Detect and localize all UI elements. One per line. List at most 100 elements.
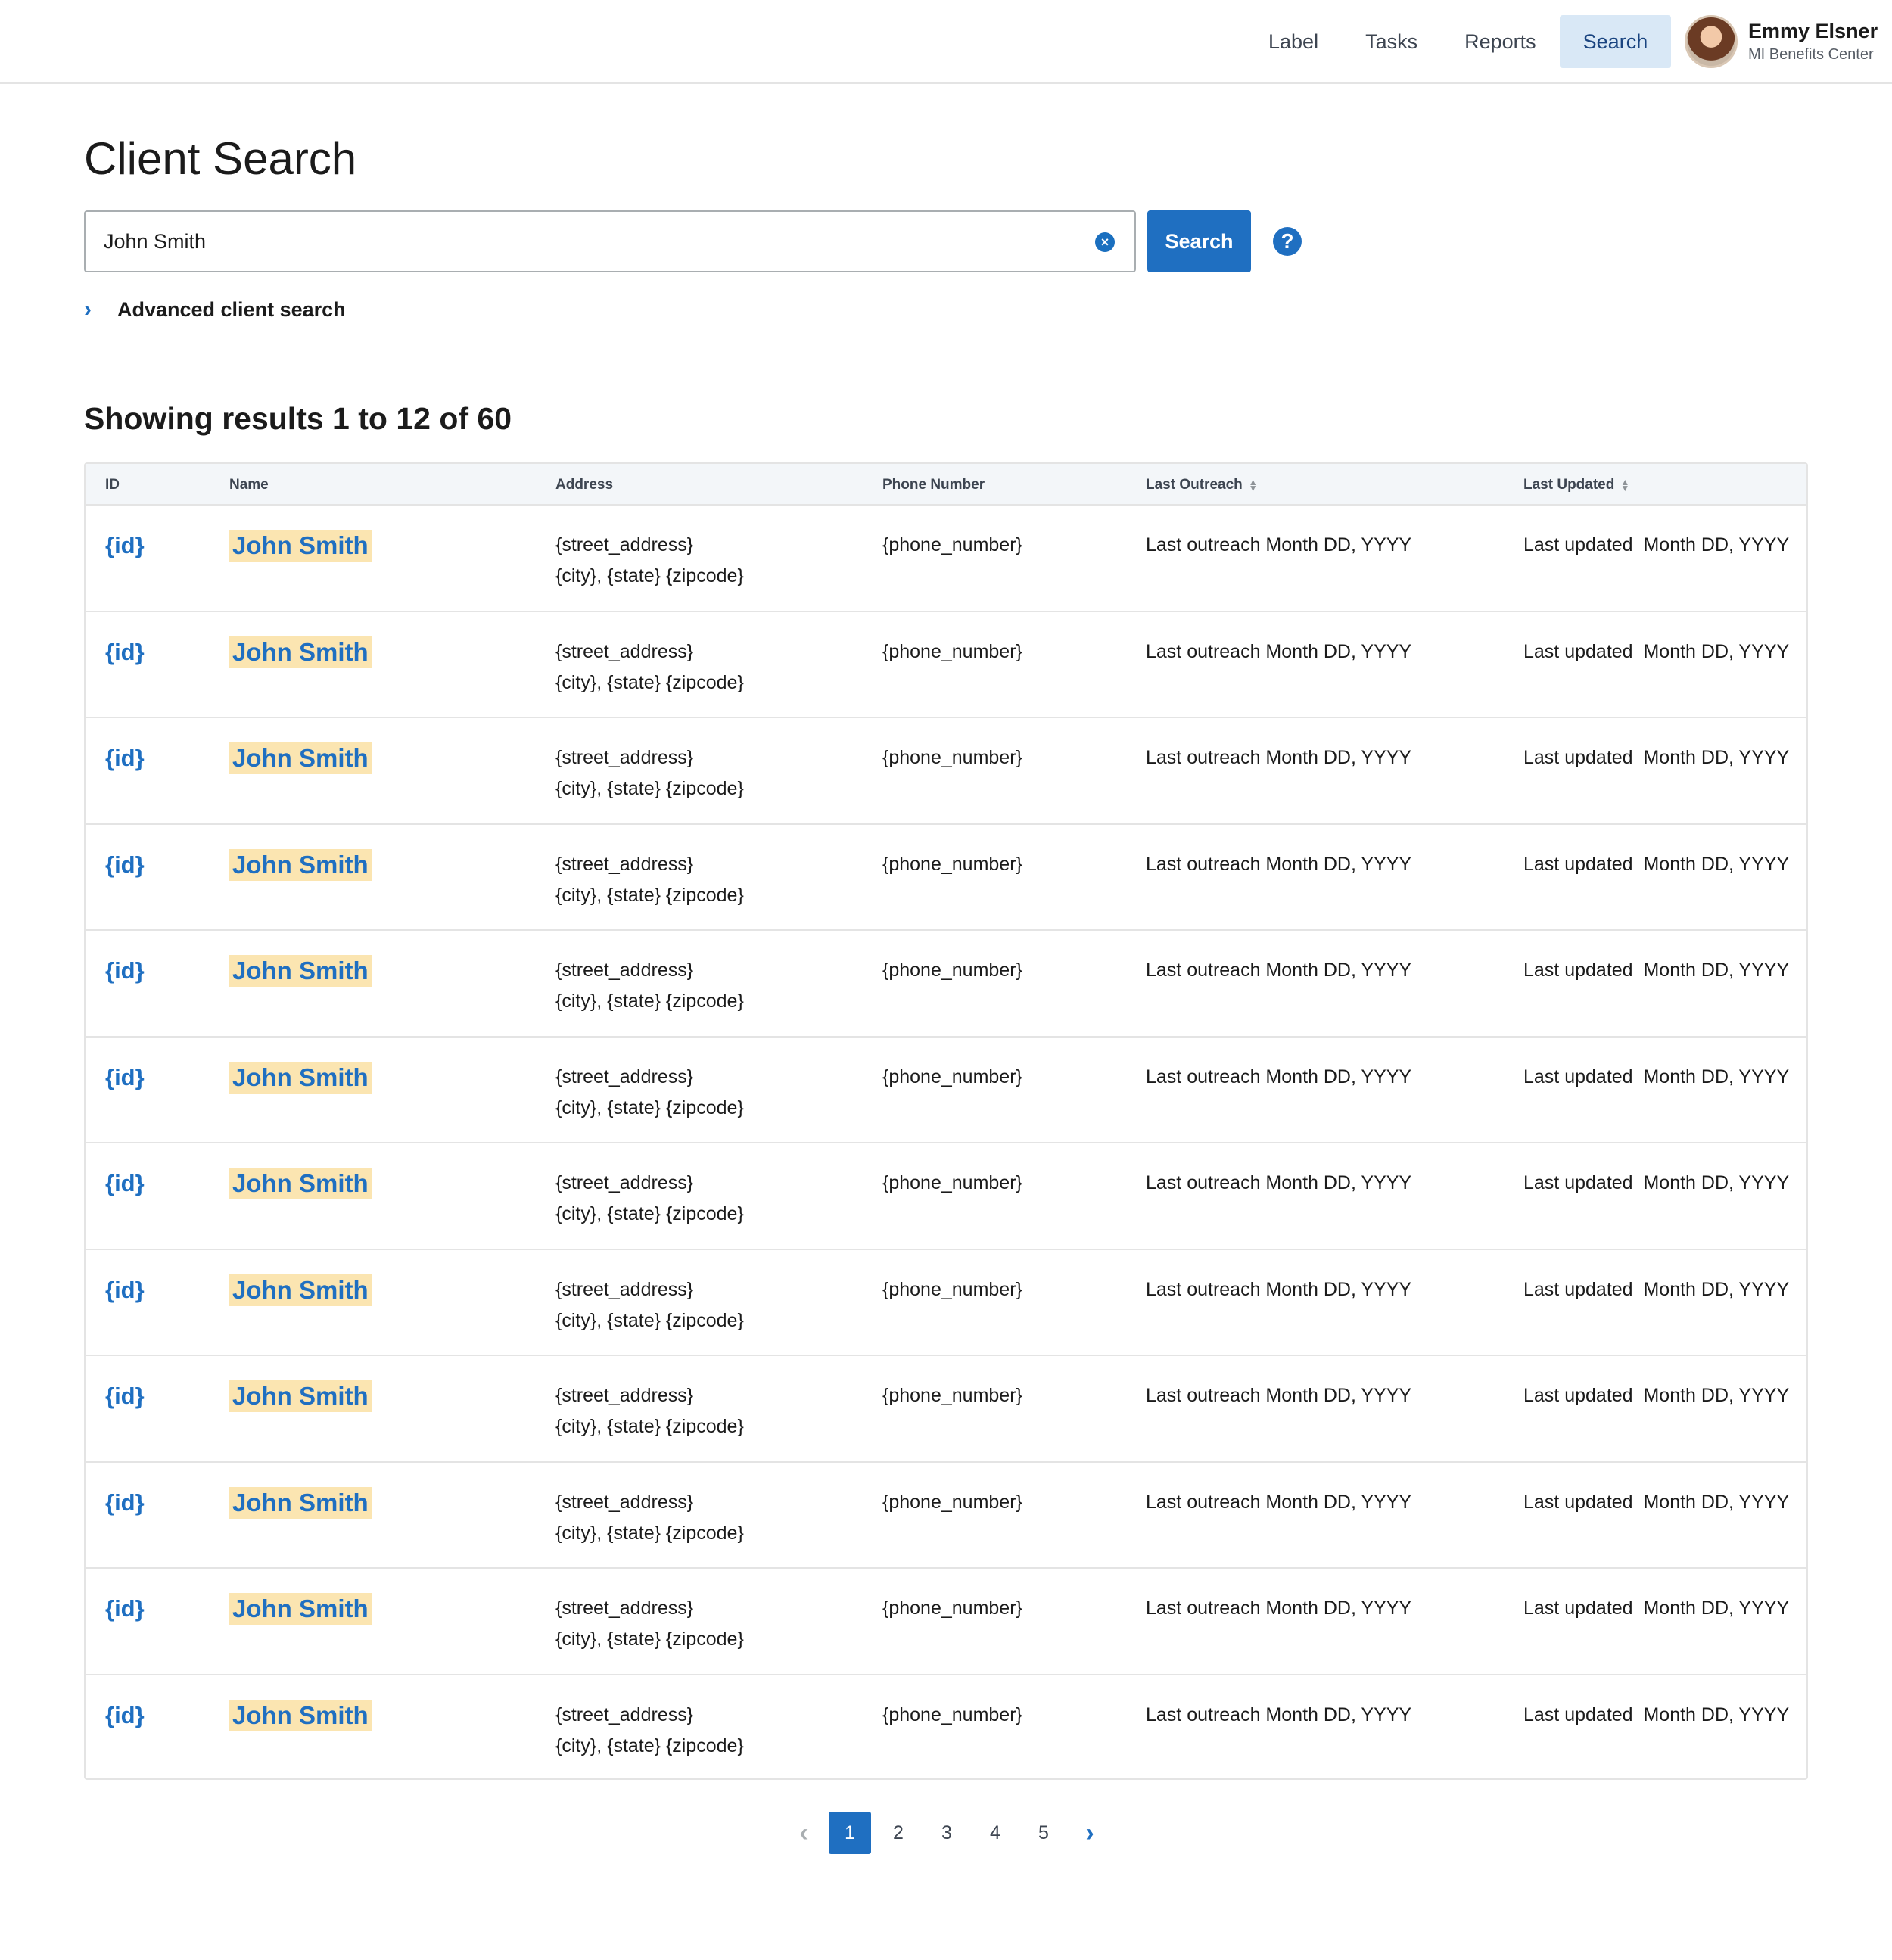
column-header-label: ID (105, 477, 120, 493)
page-button-2[interactable]: 2 (893, 1822, 904, 1843)
street-address: {street_address} (555, 1491, 694, 1513)
last-outreach: Last outreach Month DD, YYYY (1146, 1172, 1412, 1193)
client-id-link[interactable]: {id} (105, 851, 145, 878)
city-state-zip: {city}, {state} {zipcode} (555, 565, 744, 586)
client-name-link[interactable]: John Smith (229, 636, 372, 668)
table-body: {id} John Smith {street_address} {city}, {s… (86, 506, 1806, 1779)
column-header-label: Phone Number (882, 477, 985, 493)
client-id-link[interactable]: {id} (105, 1383, 145, 1409)
street-address: {street_address} (555, 960, 694, 981)
sort-icon[interactable]: ▲ ▼ (1248, 476, 1258, 493)
column-header-last-outreach[interactable]: Last Outreach ▲ ▼ (1146, 464, 1258, 506)
client-name-link[interactable]: John Smith (229, 1274, 372, 1306)
table-row: {id} John Smith {street_address} {city}, {s… (86, 1038, 1806, 1143)
city-state-zip: {city}, {state} {zipcode} (555, 1416, 744, 1437)
street-address: {street_address} (555, 1703, 694, 1725)
city-state-zip: {city}, {state} {zipcode} (555, 1309, 744, 1331)
page-button-1[interactable]: 1 (829, 1812, 871, 1854)
city-state-zip: {city}, {state} {zipcode} (555, 1734, 744, 1756)
last-outreach: Last outreach Month DD, YYYY (1146, 1278, 1412, 1300)
city-state-zip: {city}, {state} {zipcode} (555, 991, 744, 1012)
page-button-3[interactable]: 3 (941, 1822, 952, 1843)
table-row: {id} John Smith {street_address} {city}, {s… (86, 1675, 1806, 1779)
last-outreach: Last outreach Month DD, YYYY (1146, 1598, 1412, 1619)
user-organization: MI Benefits Center (1748, 46, 1874, 63)
page-title: Client Search (84, 133, 357, 184)
client-phone: {phone_number} (882, 1703, 1022, 1725)
client-name-link[interactable]: John Smith (229, 1486, 372, 1519)
search-button[interactable]: Search (1147, 210, 1251, 272)
last-outreach: Last outreach Month DD, YYYY (1146, 960, 1412, 981)
client-phone: {phone_number} (882, 747, 1022, 768)
user-menu[interactable]: Emmy Elsner MI Benefits Center (1685, 15, 1878, 68)
client-id-link[interactable]: {id} (105, 745, 145, 771)
client-id-link[interactable]: {id} (105, 1276, 145, 1303)
street-address: {street_address} (555, 853, 694, 875)
user-avatar[interactable] (1685, 15, 1738, 68)
city-state-zip: {city}, {state} {zipcode} (555, 1522, 744, 1544)
column-header-last-updated[interactable]: Last Updated ▲ ▼ (1523, 464, 1629, 506)
client-id-link[interactable]: {id} (105, 638, 145, 665)
page-button-5[interactable]: 5 (1038, 1822, 1049, 1843)
last-updated: Last updated Month DD, YYYY (1523, 747, 1790, 768)
table-row: {id} John Smith {street_address} {city}, {s… (86, 506, 1806, 612)
page-button-4[interactable]: 4 (990, 1822, 1000, 1843)
client-address: {street_address} {city}, {state} {zipcode… (555, 742, 744, 804)
client-phone: {phone_number} (882, 1491, 1022, 1513)
table-row: {id} John Smith {street_address} {city}, {s… (86, 1569, 1806, 1675)
last-updated: Last updated Month DD, YYYY (1523, 1066, 1790, 1087)
client-phone: {phone_number} (882, 534, 1022, 555)
last-updated: Last updated Month DD, YYYY (1523, 1278, 1790, 1300)
client-search-input[interactable] (104, 212, 1088, 271)
client-address: {street_address} {city}, {state} {zipcode… (555, 955, 744, 1017)
client-phone: {phone_number} (882, 1172, 1022, 1193)
last-outreach: Last outreach Month DD, YYYY (1146, 853, 1412, 875)
help-icon[interactable]: ? (1273, 227, 1302, 256)
column-header-label: Last Outreach (1146, 477, 1243, 493)
table-header: ID Name Address Phone Number Last Outreach ▲ ▼… (86, 464, 1806, 506)
street-address: {street_address} (555, 1385, 694, 1406)
city-state-zip: {city}, {state} {zipcode} (555, 1629, 744, 1650)
client-search-field[interactable]: × (84, 210, 1136, 272)
client-name-link[interactable]: John Smith (229, 1380, 372, 1412)
client-name-link[interactable]: John Smith (229, 742, 372, 774)
advanced-client-search-label: Advanced client search (117, 297, 346, 321)
client-id-link[interactable]: {id} (105, 1489, 145, 1516)
client-name-link[interactable]: John Smith (229, 1168, 372, 1199)
client-id-link[interactable]: {id} (105, 1595, 145, 1622)
client-id-link[interactable]: {id} (105, 957, 145, 984)
last-updated: Last updated Month DD, YYYY (1523, 1598, 1790, 1619)
last-updated: Last updated Month DD, YYYY (1523, 1385, 1790, 1406)
nav-item-tasks[interactable]: Tasks (1365, 30, 1418, 53)
client-name-link[interactable]: John Smith (229, 530, 372, 562)
client-name-link[interactable]: John Smith (229, 1061, 372, 1094)
table-row: {id} John Smith {street_address} {city}, {s… (86, 1143, 1806, 1250)
client-id-link[interactable]: {id} (105, 532, 145, 558)
last-outreach: Last outreach Month DD, YYYY (1146, 534, 1412, 555)
sort-icon[interactable]: ▲ ▼ (1620, 476, 1630, 493)
last-updated: Last updated Month DD, YYYY (1523, 534, 1790, 555)
last-updated: Last updated Month DD, YYYY (1523, 1491, 1790, 1513)
client-name-link[interactable]: John Smith (229, 1593, 372, 1625)
client-name-link[interactable]: John Smith (229, 955, 372, 987)
next-page-icon[interactable]: › (1085, 1818, 1094, 1847)
column-header-id: ID (105, 464, 120, 506)
clear-search-icon[interactable]: × (1095, 232, 1115, 252)
client-id-link[interactable]: {id} (105, 1701, 145, 1728)
client-name-link[interactable]: John Smith (229, 848, 372, 881)
client-id-link[interactable]: {id} (105, 1170, 145, 1196)
last-updated: Last updated Month DD, YYYY (1523, 640, 1790, 662)
nav-item-search[interactable]: Search (1559, 15, 1672, 68)
previous-page-icon[interactable]: ‹ (799, 1818, 808, 1847)
nav-item-reports[interactable]: Reports (1464, 30, 1536, 53)
client-address: {street_address} {city}, {state} {zipcode… (555, 1062, 744, 1124)
street-address: {street_address} (555, 1172, 694, 1193)
client-phone: {phone_number} (882, 1278, 1022, 1300)
nav-item-label[interactable]: Label (1268, 30, 1319, 53)
client-id-link[interactable]: {id} (105, 1063, 145, 1090)
advanced-client-search-toggle[interactable]: › Advanced client search (84, 297, 346, 322)
client-phone: {phone_number} (882, 1066, 1022, 1087)
results-count-heading: Showing results 1 to 12 of 60 (84, 401, 512, 436)
client-name-link[interactable]: John Smith (229, 1699, 372, 1731)
client-phone: {phone_number} (882, 853, 1022, 875)
